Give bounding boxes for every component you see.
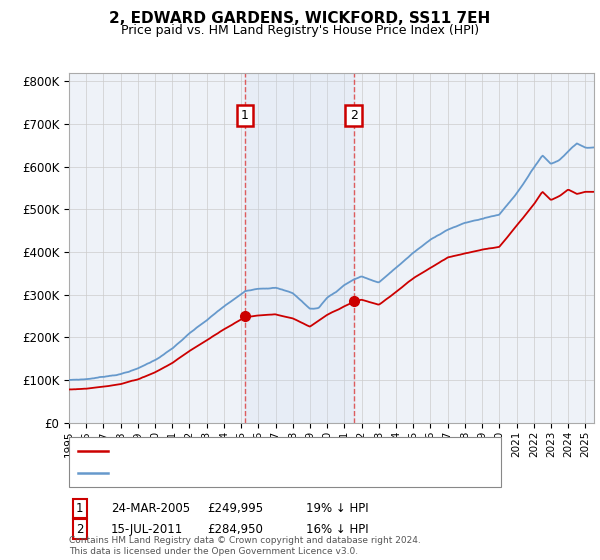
Text: 2, EDWARD GARDENS, WICKFORD, SS11 7EH: 2, EDWARD GARDENS, WICKFORD, SS11 7EH <box>109 11 491 26</box>
Text: Contains HM Land Registry data © Crown copyright and database right 2024.
This d: Contains HM Land Registry data © Crown c… <box>69 536 421 556</box>
Text: HPI: Average price, detached house, Basildon: HPI: Average price, detached house, Basi… <box>115 468 369 478</box>
Text: 2: 2 <box>350 109 358 122</box>
Text: 19% ↓ HPI: 19% ↓ HPI <box>306 502 368 515</box>
Text: 2: 2 <box>76 522 83 536</box>
Text: 1: 1 <box>76 502 83 515</box>
Bar <box>245 73 354 423</box>
Text: 16% ↓ HPI: 16% ↓ HPI <box>306 522 368 536</box>
Text: 1: 1 <box>241 109 249 122</box>
Text: £284,950: £284,950 <box>207 522 263 536</box>
Text: Price paid vs. HM Land Registry's House Price Index (HPI): Price paid vs. HM Land Registry's House … <box>121 24 479 36</box>
Text: 15-JUL-2011: 15-JUL-2011 <box>111 522 183 536</box>
Text: £249,995: £249,995 <box>207 502 263 515</box>
Text: 24-MAR-2005: 24-MAR-2005 <box>111 502 190 515</box>
Text: 2, EDWARD GARDENS, WICKFORD, SS11 7EH (detached house): 2, EDWARD GARDENS, WICKFORD, SS11 7EH (d… <box>115 446 469 456</box>
